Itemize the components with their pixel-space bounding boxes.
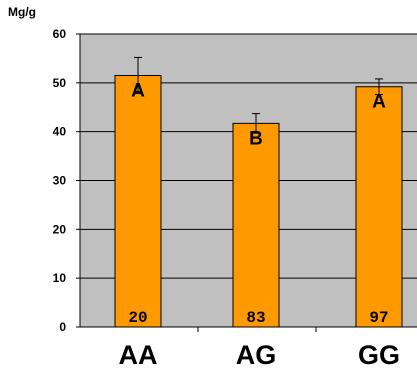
sample-size-label: 20 (128, 309, 147, 327)
bar (355, 86, 403, 328)
sample-size-label: 97 (369, 309, 388, 327)
x-axis-category-labels: AA AG GG (119, 327, 400, 369)
x-category-label: AA (119, 340, 158, 369)
y-tick-label: 60 (53, 27, 67, 41)
y-tick-label: 40 (53, 125, 67, 139)
y-tick-label: 50 (53, 76, 67, 90)
bar (114, 75, 162, 328)
y-tick-label: 0 (59, 320, 66, 334)
y-tick-label: 20 (53, 222, 67, 236)
error-bars (134, 56, 383, 134)
x-category-label: AG (236, 340, 277, 369)
bars (114, 75, 403, 328)
x-category-label: GG (358, 340, 400, 369)
significance-letter: B (249, 128, 263, 149)
sample-size-label: 83 (246, 309, 265, 327)
y-axis-ticks: 0 10 20 30 40 50 60 (53, 27, 80, 334)
sample-size-labels: 20 83 97 (128, 309, 388, 327)
significance-letter: A (372, 92, 386, 113)
significance-letters: A B A (131, 81, 386, 150)
bar (232, 122, 280, 328)
y-tick-label: 10 (53, 271, 67, 285)
significance-letter: A (131, 81, 145, 102)
y-tick-label: 30 (53, 174, 67, 188)
y-axis-label: Mg/g (8, 5, 36, 19)
